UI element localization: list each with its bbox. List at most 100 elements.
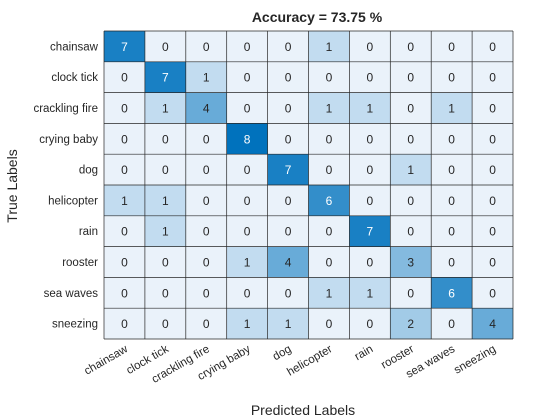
cell-value-label: 1 [326, 286, 333, 300]
cell-value-label: 0 [407, 194, 414, 208]
cell-value-label: 0 [367, 317, 374, 331]
heatmap-cell [144, 277, 186, 309]
cell-value-label: 0 [203, 132, 210, 146]
heatmap-cell [390, 154, 432, 185]
heatmap-cell [144, 185, 186, 216]
cell-value-label: 0 [285, 40, 292, 54]
cell-value-label: 1 [244, 317, 251, 331]
x-tick-label: helicopter [285, 343, 334, 378]
cell-value-label: 0 [489, 194, 496, 208]
heatmap-cell [226, 92, 268, 124]
heatmap-cell [267, 185, 309, 216]
cell-value-label: 0 [489, 71, 496, 85]
cell-value-label: 0 [407, 102, 414, 116]
heatmap-cell [185, 277, 227, 309]
heatmap-cell [349, 308, 391, 339]
heatmap-cell [226, 61, 268, 93]
cell-value-label: 0 [489, 225, 496, 239]
heatmap-cell [308, 31, 350, 62]
cell-value-label: 0 [244, 194, 251, 208]
cell-value-label: 2 [407, 317, 414, 331]
cell-value-label: 0 [162, 132, 169, 146]
heatmap-cell [226, 185, 268, 216]
cell-value-label: 1 [162, 194, 169, 208]
y-tick-label: dog [79, 165, 98, 177]
heatmap-cell [185, 123, 227, 155]
cell-value-label: 0 [244, 286, 251, 300]
cell-value-label: 0 [489, 256, 496, 270]
heatmap-cell [472, 154, 513, 185]
cell-value-label: 0 [121, 163, 128, 177]
heatmap-cell [472, 308, 513, 339]
y-tick-label: sea waves [44, 288, 99, 300]
heatmap-cell [185, 31, 227, 62]
cell-value-label: 0 [244, 40, 251, 54]
cell-value-label: 1 [162, 102, 169, 116]
heatmap-cell [267, 308, 309, 339]
cell-value-label: 0 [203, 256, 210, 270]
heatmap-cell [104, 308, 145, 339]
cell-value-label: 0 [448, 163, 455, 177]
heatmap-cell [390, 92, 432, 124]
heatmap-cell [185, 215, 227, 247]
heatmap-grid [103, 30, 514, 340]
cell-value-label: 7 [162, 71, 169, 85]
heatmap-cell [472, 61, 513, 93]
heatmap-cell [431, 31, 473, 62]
cell-value-label: 4 [285, 256, 292, 270]
heatmap-cell [472, 92, 513, 124]
cell-value-label: 0 [203, 286, 210, 300]
cell-value-label: 0 [121, 132, 128, 146]
cell-value-label: 0 [121, 286, 128, 300]
heatmap-cell [472, 185, 513, 216]
cell-value-label: 0 [162, 40, 169, 54]
cell-value-label: 0 [489, 163, 496, 177]
chart-title: Accuracy = 73.75 % [252, 9, 383, 25]
heatmap-cell [472, 246, 513, 278]
heatmap-cell [390, 61, 432, 93]
cell-value-label: 0 [203, 194, 210, 208]
cell-value-label: 7 [285, 163, 292, 177]
heatmap-cell [431, 123, 473, 155]
heatmap-cell [431, 92, 473, 124]
y-tick-labels: chainsaw clock tick crackling fire crying b… [33, 41, 98, 330]
heatmap-cell [390, 215, 432, 247]
x-axis-label: Predicted Labels [251, 402, 355, 418]
cell-value-label: 1 [367, 102, 374, 116]
cell-value-label: 4 [203, 102, 210, 116]
cell-value-label: 0 [162, 317, 169, 331]
cell-value-label: 0 [407, 132, 414, 146]
heatmap-cell [349, 185, 391, 216]
heatmap-cells: 7 0 0 0 0 1 0 0 0 0 0 7 1 0 0 0 0 0 0 0 0 1 4 0 0 1 1 0 1 0 0 0 0 8 0 0 0 0 0 0… [104, 31, 513, 339]
heatmap-cell [349, 92, 391, 124]
cell-value-label: 0 [285, 102, 292, 116]
heatmap-cell [308, 246, 350, 278]
cell-value-label: 1 [162, 225, 169, 239]
heatmap-cell [431, 154, 473, 185]
cell-value-label: 0 [489, 132, 496, 146]
cell-value-label: 0 [367, 256, 374, 270]
heatmap-cell [226, 246, 268, 278]
cell-value-label: 0 [407, 71, 414, 85]
heatmap-cell [472, 123, 513, 155]
heatmap-cell [267, 246, 309, 278]
cell-value-label: 0 [448, 71, 455, 85]
cell-value-label: 0 [326, 71, 333, 85]
cell-value-label: 0 [367, 40, 374, 54]
heatmap-cell [472, 215, 513, 247]
heatmap-cell [104, 92, 145, 124]
y-tick-label: rain [79, 226, 98, 238]
y-axis-label: True Labels [4, 149, 20, 222]
cell-value-label: 0 [367, 132, 374, 146]
cell-value-label: 0 [326, 132, 333, 146]
cell-value-label: 0 [326, 317, 333, 331]
cell-value-label: 0 [162, 163, 169, 177]
cell-value-label: 0 [407, 286, 414, 300]
cell-value-label: 0 [203, 225, 210, 239]
cell-value-label: 0 [407, 225, 414, 239]
cell-value-label: 6 [326, 194, 333, 208]
heatmap-cell [104, 246, 145, 278]
heatmap-cell [308, 215, 350, 247]
heatmap-cell [185, 92, 227, 124]
cell-value-label: 0 [448, 132, 455, 146]
